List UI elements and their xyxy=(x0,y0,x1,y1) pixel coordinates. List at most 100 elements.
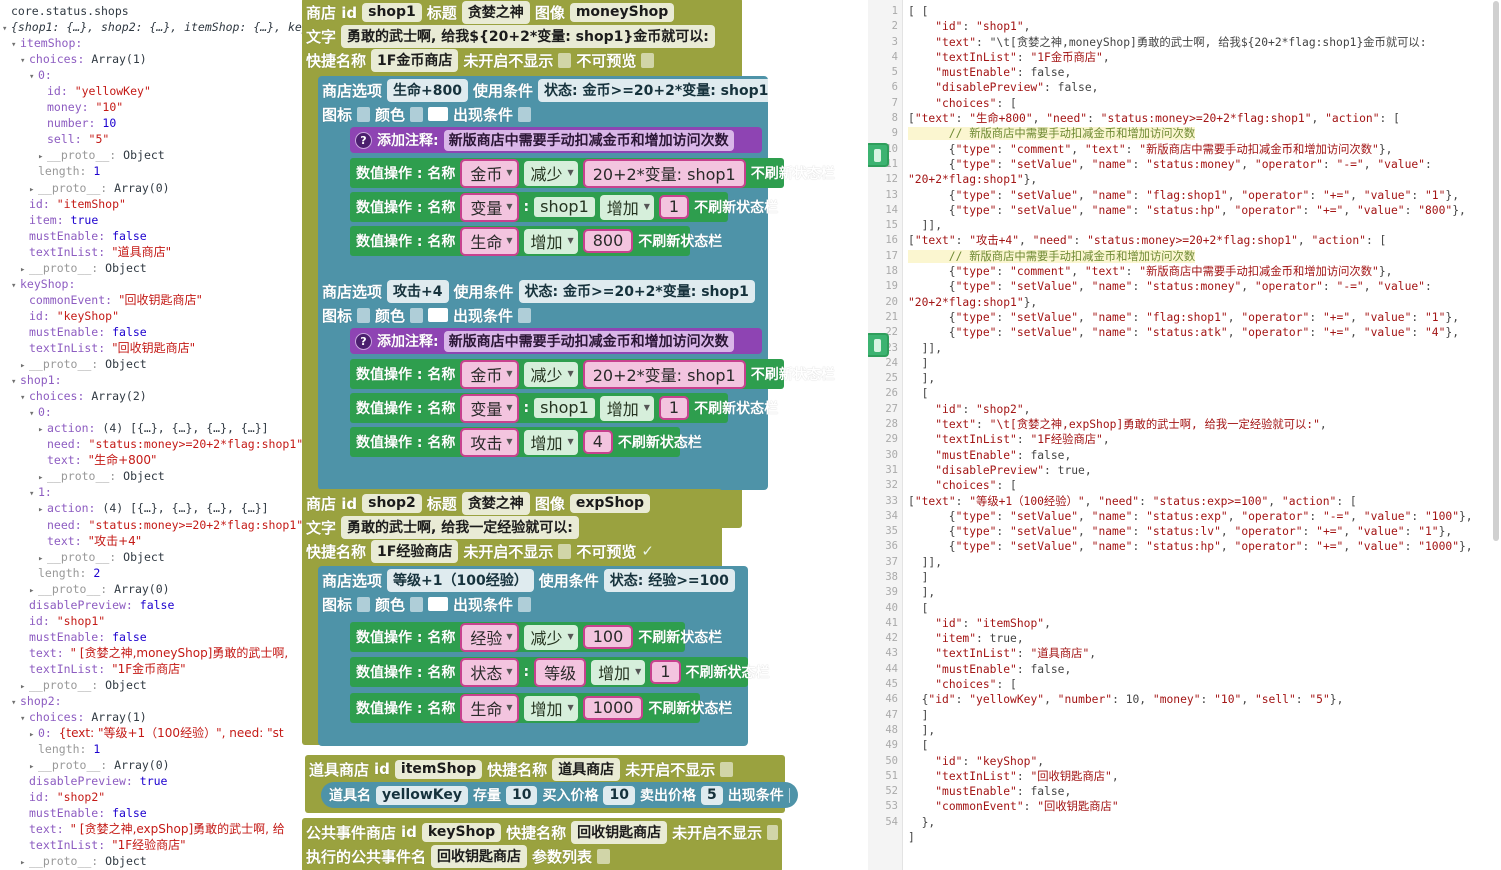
action-operator-field[interactable]: 增加 ▼ xyxy=(523,228,578,254)
shop-image-field[interactable]: expShop xyxy=(569,493,651,513)
option-color-swatch[interactable] xyxy=(428,597,449,611)
devtools-row[interactable]: sell: "5" xyxy=(2,131,302,147)
triangle-right-icon[interactable]: ▸ xyxy=(29,730,35,741)
code-line[interactable]: {"type": "setValue", "name": "flag:shop1… xyxy=(908,310,1501,325)
action-value-field[interactable]: 20+2*变量: shop1 xyxy=(582,158,746,188)
action-block-2-3[interactable]: 数值操作 : 名称 攻击 ▼ 增加 ▼ 4 不刷新状态栏 xyxy=(350,427,702,457)
code-line[interactable]: ]], xyxy=(908,218,1501,233)
triangle-down-icon[interactable]: ▾ xyxy=(11,698,17,709)
action-target-field[interactable]: 金币 ▼ xyxy=(460,359,519,389)
devtools-row[interactable]: ▸ __proto__: Array(0) xyxy=(2,581,302,597)
code-line[interactable]: ["text": "生命+800", "need": "status:money… xyxy=(908,111,1501,126)
triangle-down-icon[interactable]: ▾ xyxy=(2,24,8,35)
devtools-row[interactable]: ▾ {shop1: {…}, shop2: {…}, itemShop: {…},… xyxy=(2,19,302,35)
shop-shortcut-field[interactable]: 1F经验商店 xyxy=(371,539,459,563)
triangle-right-icon[interactable]: ▸ xyxy=(29,184,35,195)
devtools-row[interactable]: ▸ __proto__: Object xyxy=(2,853,302,869)
action-value-field[interactable]: 1 xyxy=(658,396,690,420)
devtools-row[interactable]: ▸ __proto__: Object xyxy=(2,677,302,693)
devtools-row[interactable]: ▾ 0: xyxy=(2,67,302,83)
item-shop-hide-checkbox[interactable] xyxy=(720,761,734,777)
code-line[interactable]: "choices": [ xyxy=(908,96,1501,111)
code-line[interactable]: "item": true, xyxy=(908,631,1501,646)
code-line[interactable]: {"type": "setValue", "name": "status:atk… xyxy=(908,325,1501,340)
code-line[interactable]: "choices": [ xyxy=(908,677,1501,692)
devtools-row[interactable]: id: "itemShop" xyxy=(2,196,302,212)
code-line[interactable]: ] xyxy=(908,356,1501,371)
code-line[interactable] xyxy=(908,845,1501,860)
devtools-row[interactable]: length: 1 xyxy=(2,163,302,179)
action-target2-field[interactable]: shop1 xyxy=(534,398,595,418)
triangle-right-icon[interactable]: ▸ xyxy=(38,553,44,564)
json-code-editor[interactable]: 1 2 3 4 5 6 7 8 9 10 11 12 13 14 15 16 17 18 19 20 21 22 23 24 2… xyxy=(868,0,1501,870)
action-operator-field[interactable]: 增加 ▼ xyxy=(523,695,578,721)
action-value-field[interactable]: 4 xyxy=(582,430,613,454)
devtools-row[interactable]: ▾ choices: Array(2) xyxy=(2,388,302,404)
devtools-row[interactable]: item: true xyxy=(2,212,302,228)
devtools-row[interactable]: need: "status:money>=20+2*flag:shop1" xyxy=(2,436,302,452)
code-line[interactable]: "id": "keyShop", xyxy=(908,754,1501,769)
code-line[interactable]: ] xyxy=(908,570,1501,585)
action-operator-field[interactable]: 减少 ▼ xyxy=(523,160,578,186)
shop-text-field[interactable]: 勇敢的武士啊, 给我一定经验就可以: xyxy=(341,515,579,539)
devtools-row[interactable]: ▾ 1: xyxy=(2,484,302,500)
action-operator-field[interactable]: 减少 ▼ xyxy=(523,624,578,650)
option-appear-field[interactable] xyxy=(518,307,532,323)
blockly-workspace[interactable]: 商店 id shop1 标题 贪婪之神 图像 moneyShop 文字 勇敢的武… xyxy=(302,0,868,870)
code-line[interactable]: {"type": "setValue", "name": "flag:shop1… xyxy=(908,188,1501,203)
code-line[interactable]: ], xyxy=(908,585,1501,600)
action-block-3-1[interactable]: 数值操作 : 名称 经验 ▼ 减少 ▼ 100 不刷新状态栏 xyxy=(350,622,722,652)
action-target-field[interactable]: 金币 ▼ xyxy=(460,158,519,188)
devtools-row[interactable]: commonEvent: "回收钥匙商店" xyxy=(2,292,302,308)
triangle-right-icon[interactable]: ▸ xyxy=(38,473,44,484)
option-icon-field[interactable] xyxy=(357,106,371,122)
code-line[interactable]: [ xyxy=(908,738,1501,753)
item-sell-field[interactable]: 5 xyxy=(700,785,723,805)
devtools-row[interactable]: text: " [贪婪之神,expShop]勇敢的武士啊, 给 xyxy=(2,821,302,837)
code-line[interactable]: "id": "shop2", xyxy=(908,402,1501,417)
common-event-shop-block[interactable]: 公共事件商店 id keyShop 快捷名称 回收钥匙商店 未开启不显示 执行的… xyxy=(302,818,782,870)
triangle-down-icon[interactable]: ▾ xyxy=(29,72,35,83)
code-line[interactable]: {"type": "comment", "text": "新版商店中需要手动扣减… xyxy=(908,264,1501,279)
option-name-field[interactable]: 攻击+4 xyxy=(387,279,449,303)
triangle-down-icon[interactable]: ▾ xyxy=(11,377,17,388)
code-text-area[interactable]: [ [ "id": "shop1", "text": "\t[贪婪之神,mone… xyxy=(904,0,1501,870)
action-target-field[interactable]: 变量 ▼ xyxy=(460,192,519,222)
code-line[interactable]: [ xyxy=(908,386,1501,401)
devtools-row[interactable]: number: 10 xyxy=(2,115,302,131)
code-line[interactable]: {"id": "yellowKey", "number": 10, "money… xyxy=(908,692,1501,707)
code-line[interactable]: {"type": "setValue", "name": "status:mon… xyxy=(908,279,1501,294)
devtools-row[interactable]: id: "yellowKey" xyxy=(2,83,302,99)
action-block-3-3[interactable]: 数值操作 : 名称 生命 ▼ 增加 ▼ 1000 不刷新状态栏 xyxy=(350,693,732,723)
code-line[interactable]: {"type": "setValue", "name": "status:lv"… xyxy=(908,524,1501,539)
triangle-right-icon[interactable]: ▸ xyxy=(20,361,26,372)
devtools-row[interactable]: ▸ __proto__: Array(0) xyxy=(2,180,302,196)
code-line[interactable]: {"type": "setValue", "name": "status:hp"… xyxy=(908,203,1501,218)
option-condition-field[interactable]: 状态: 金币>=20+2*变量: shop1 xyxy=(518,279,755,303)
code-line[interactable]: "mustEnable": false, xyxy=(908,448,1501,463)
code-line[interactable]: {"type": "comment", "text": "新版商店中需要手动扣减… xyxy=(908,142,1501,157)
triangle-right-icon[interactable]: ▸ xyxy=(20,858,26,869)
action-block-3-2[interactable]: 数值操作 : 名称 状态 ▼ : 等级 增加 ▼ 1 不刷新状态栏 xyxy=(350,657,770,687)
devtools-row[interactable]: textInList: "1F金币商店" xyxy=(2,661,302,677)
action-target-field[interactable]: 生命 ▼ xyxy=(460,226,519,256)
devtools-row[interactable]: text: " [贪婪之神,moneyShop]勇敢的武士啊, xyxy=(2,645,302,661)
option-color-field[interactable] xyxy=(410,307,424,323)
shop-hide-checkbox[interactable] xyxy=(558,543,572,559)
action-block-2-2[interactable]: 数值操作 : 名称 变量 ▼ : shop1 增加 ▼ 1 不刷新状态栏 xyxy=(350,393,778,423)
action-operator-field[interactable]: 减少 ▼ xyxy=(523,361,578,387)
code-line[interactable]: "disablePreview": true, xyxy=(908,463,1501,478)
key-shop-shortcut-field[interactable]: 回收钥匙商店 xyxy=(571,820,668,844)
code-line[interactable]: {"type": "setValue", "name": "status:mon… xyxy=(908,157,1501,172)
code-line[interactable]: }, xyxy=(908,815,1501,830)
item-buy-field[interactable]: 10 xyxy=(603,785,635,805)
code-line[interactable]: "id": "itemShop", xyxy=(908,616,1501,631)
devtools-row[interactable]: ▸ action: (4) [{…}, {…}, {…}, {…}] xyxy=(2,420,302,436)
item-shop-shortcut-field[interactable]: 道具商店 xyxy=(552,757,621,781)
triangle-down-icon[interactable]: ▾ xyxy=(20,714,26,725)
action-target-field[interactable]: 攻击 ▼ xyxy=(460,427,519,457)
action-target2-field[interactable]: 等级 xyxy=(534,657,587,687)
code-line[interactable]: {"type": "setValue", "name": "status:exp… xyxy=(908,509,1501,524)
item-name-field[interactable]: yellowKey xyxy=(376,785,468,805)
comment-block-2[interactable]: ? 添加注释: 新版商店中需要手动扣减金币和增加访问次数 xyxy=(350,328,762,354)
